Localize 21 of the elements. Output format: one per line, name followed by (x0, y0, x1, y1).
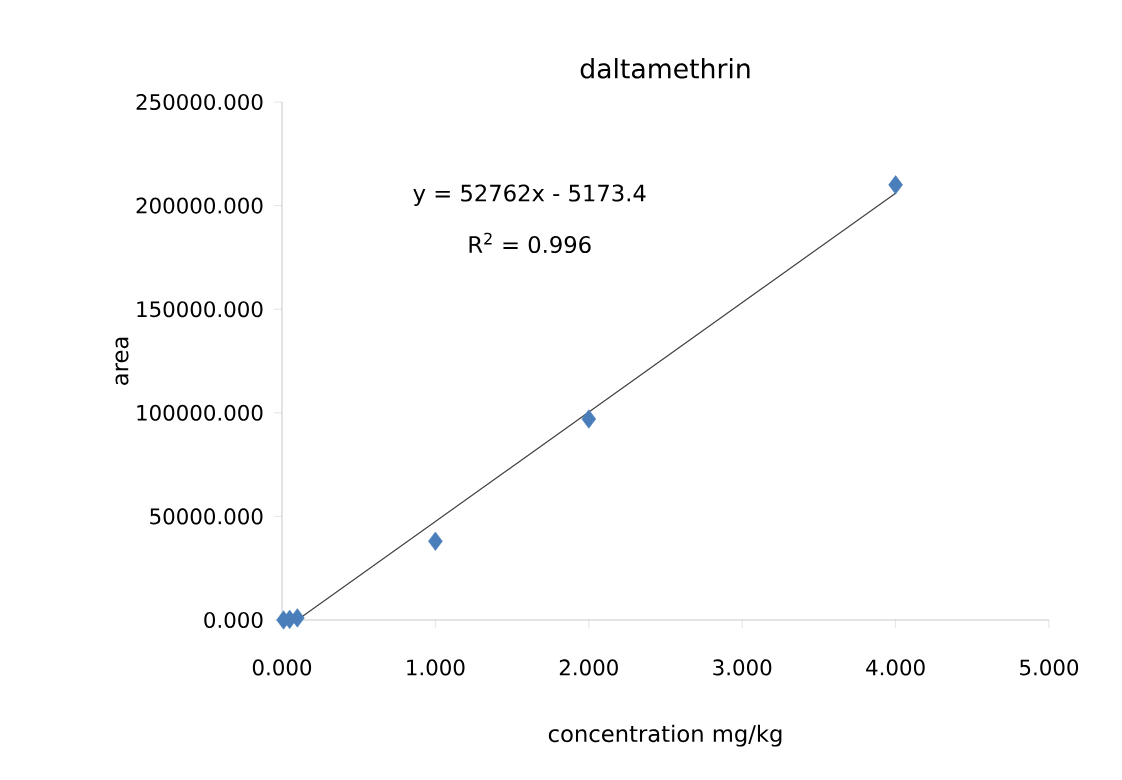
x-tick-label: 2.000 (559, 659, 618, 676)
point (581, 409, 597, 429)
chart-title: daltamethrin (580, 57, 750, 79)
point (290, 608, 305, 628)
x-tick-label: 5.000 (1020, 659, 1079, 676)
y-tick-label: 0.000 (204, 611, 263, 629)
y-tick-label: 100000.000 (137, 404, 263, 421)
x-tick-label: 1.000 (407, 659, 465, 676)
y-tick-label: 250000.000 (136, 93, 263, 111)
x-tick-label: 0.000 (252, 659, 312, 676)
x-axis-title: concentration mg/kg (548, 724, 782, 747)
point (428, 531, 443, 551)
annotation: y = 52762x - 5173.4 (413, 184, 646, 206)
point (888, 175, 903, 195)
y-axis-title: area (115, 337, 129, 385)
x-tick-label: 4.000 (866, 659, 925, 676)
x-tick-label: 3.000 (713, 659, 772, 676)
annotation: R$^{2}$ = 0.996 (469, 232, 591, 254)
y-tick-label: 150000.000 (137, 301, 263, 318)
y-tick-label: 50000.000 (150, 508, 263, 525)
y-tick-label: 200000.000 (136, 197, 263, 214)
